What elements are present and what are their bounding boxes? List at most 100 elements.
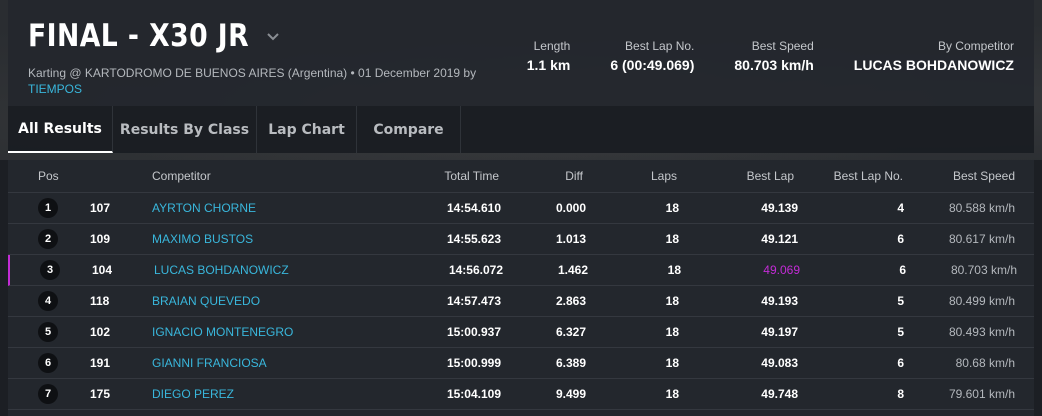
tab-lap-chart[interactable]: Lap Chart: [257, 106, 357, 153]
total-time: 15:00.999: [446, 356, 501, 370]
stat-value: 80.703 km/h: [734, 57, 814, 73]
best-lap: 49.193: [761, 294, 798, 308]
best-lap: 49.197: [761, 325, 798, 339]
organizer-link[interactable]: TIEMPOS: [28, 82, 83, 96]
best-lap-no: 6: [897, 232, 904, 246]
table-header: Pos Competitor Total Time Diff Laps Best…: [8, 160, 1034, 193]
diff: 6.327: [555, 325, 586, 339]
kart-number: 109: [90, 232, 111, 246]
table-row[interactable]: 7 175 DIEGO PEREZ 15:04.109 9.499 18 49.748 8 79…: [8, 379, 1034, 410]
column-header-best-lap-no[interactable]: Best Lap No.: [833, 169, 903, 183]
chevron-down-icon[interactable]: [265, 28, 281, 44]
diff: 6.389: [555, 356, 586, 370]
competitor-link[interactable]: IGNACIO MONTENEGRO: [152, 325, 294, 339]
best-lap: 49.121: [761, 232, 798, 246]
position-badge: 6: [38, 353, 58, 373]
kart-number: 107: [90, 201, 111, 215]
results-tabs: All Results Results By Class Lap Chart C…: [8, 106, 1034, 153]
position-badge: 1: [38, 198, 58, 218]
table-row[interactable]: 5 102 IGNACIO MONTENEGRO 15:00.937 6.327 18 49…: [8, 317, 1034, 348]
diff: 2.863: [555, 294, 586, 308]
table-row[interactable]: 4 118 BRAIAN QUEVEDO 14:57.473 2.863 18 49.193…: [8, 286, 1034, 317]
best-lap-no: 5: [897, 325, 904, 339]
total-time: 14:57.473: [446, 294, 501, 308]
competitor-link[interactable]: LUCAS BOHDANOWICZ: [154, 263, 289, 277]
laps: 18: [665, 325, 679, 339]
stat-value: LUCAS BOHDANOWICZ: [853, 57, 1014, 73]
best-speed: 80.588 km/h: [948, 201, 1015, 215]
competitor-link[interactable]: DIEGO PEREZ: [152, 387, 235, 401]
stat-value: 6 (00:49.069): [610, 57, 695, 73]
position-badge: 7: [38, 384, 58, 404]
best-speed: 80.499 km/h: [948, 294, 1015, 308]
kart-number: 102: [90, 325, 111, 339]
total-time: 14:55.623: [446, 232, 501, 246]
best-lap-no: 4: [897, 201, 904, 215]
position-badge: 2: [38, 229, 58, 249]
competitor-link[interactable]: BRAIAN QUEVEDO: [152, 294, 261, 308]
best-lap-no: 5: [897, 294, 904, 308]
table-body: 1 107 AYRTON CHORNE 14:54.610 0.000 18 49.139 4…: [8, 193, 1034, 410]
best-speed: 80.493 km/h: [948, 325, 1015, 339]
total-time: 15:00.937: [446, 325, 501, 339]
kart-number: 104: [92, 263, 113, 277]
best-lap: 49.139: [761, 201, 798, 215]
laps: 18: [665, 356, 679, 370]
best-speed: 80.617 km/h: [948, 232, 1015, 246]
competitor-link[interactable]: MAXIMO BUSTOS: [152, 232, 254, 246]
column-header-competitor[interactable]: Competitor: [152, 169, 211, 183]
total-time: 14:54.610: [446, 201, 501, 215]
diff: 0.000: [555, 201, 586, 215]
best-lap: 49.748: [761, 387, 798, 401]
diff: 1.462: [557, 263, 588, 277]
laps: 18: [667, 263, 681, 277]
table-row[interactable]: 6 191 GIANNI FRANCIOSA 15:00.999 6.389 18 49.0…: [8, 348, 1034, 379]
position-badge: 5: [38, 322, 58, 342]
tab-results-by-class[interactable]: Results By Class: [113, 106, 257, 153]
event-description: Karting @ KARTODROMO DE BUENOS AIRES (Ar…: [28, 66, 477, 80]
tab-compare[interactable]: Compare: [357, 106, 461, 153]
total-time: 15:04.109: [446, 387, 501, 401]
best-lap-no: 6: [899, 263, 906, 277]
laps: 18: [665, 387, 679, 401]
kart-number: 175: [90, 387, 111, 401]
stat-label: Best Lap No.: [625, 39, 695, 53]
kart-number: 191: [90, 356, 111, 370]
table-row[interactable]: 3 104 LUCAS BOHDANOWICZ 14:56.072 1.462 18 49.…: [8, 255, 1034, 286]
stat-best-lap-no: Best Lap No. 6 (00:49.069): [610, 38, 694, 76]
stat-label: Best Speed: [751, 39, 814, 53]
best-speed: 79.601 km/h: [948, 387, 1015, 401]
column-header-laps[interactable]: Laps: [650, 169, 677, 183]
stat-by-competitor: By Competitor LUCAS BOHDANOWICZ: [854, 38, 1014, 76]
competitor-link[interactable]: AYRTON CHORNE: [152, 201, 257, 215]
diff: 9.499: [555, 387, 586, 401]
diff: 1.013: [555, 232, 586, 246]
column-header-diff[interactable]: Diff: [565, 169, 583, 183]
column-header-best-speed[interactable]: Best Speed: [952, 169, 1015, 183]
competitor-link[interactable]: GIANNI FRANCIOSA: [152, 356, 267, 370]
laps: 18: [665, 232, 679, 246]
event-header: FINAL - X30 JR Karting @ KARTODROMO DE B…: [8, 0, 1034, 106]
stat-value: 1.1 km: [526, 57, 571, 73]
best-lap: 49.083: [761, 356, 798, 370]
stat-label: By Competitor: [937, 39, 1014, 53]
position-badge: 3: [40, 260, 60, 280]
best-lap: 49.069: [763, 263, 800, 277]
column-header-pos[interactable]: Pos: [38, 169, 59, 183]
best-speed: 80.68 km/h: [955, 356, 1015, 370]
kart-number: 118: [90, 294, 110, 308]
table-row[interactable]: 2 109 MAXIMO BUSTOS 14:55.623 1.013 18 49.121 6…: [8, 224, 1034, 255]
column-header-best-lap[interactable]: Best Lap: [746, 169, 794, 183]
title-wrap: FINAL - X30 JR: [28, 18, 281, 54]
laps: 18: [665, 201, 679, 215]
column-header-total-time[interactable]: Total Time: [444, 169, 499, 183]
laps: 18: [665, 294, 679, 308]
event-subtitle: Karting @ KARTODROMO DE BUENOS AIRES (Ar…: [28, 65, 508, 97]
tab-all-results[interactable]: All Results: [8, 106, 113, 153]
best-lap-no: 6: [897, 356, 904, 370]
position-badge: 4: [38, 291, 58, 311]
table-row[interactable]: 1 107 AYRTON CHORNE 14:54.610 0.000 18 49.139 4…: [8, 193, 1034, 224]
stat-label: Length: [533, 39, 571, 53]
best-speed: 80.703 km/h: [950, 263, 1017, 277]
stat-best-speed: Best Speed 80.703 km/h: [734, 38, 813, 76]
